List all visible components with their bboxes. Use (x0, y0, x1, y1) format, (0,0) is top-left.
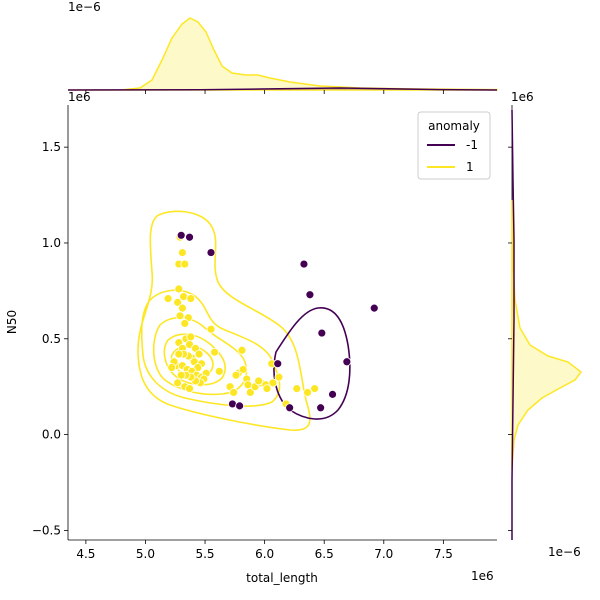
right-marginal-ticks (508, 146, 512, 531)
legend: anomaly -1 1 (417, 111, 491, 180)
data-point-normal (177, 303, 187, 313)
data-point-normal (174, 349, 184, 359)
data-point-normal (237, 345, 247, 355)
contour-normal-3 (152, 317, 248, 396)
x-tick-label: 6.5 (315, 547, 334, 561)
data-point-anomaly (273, 359, 283, 369)
data-point-normal (292, 384, 302, 394)
data-point-normal (185, 384, 194, 394)
data-point-normal (268, 378, 278, 388)
data-point-normal (173, 378, 183, 388)
contour-normal-1 (137, 210, 311, 431)
data-point-anomaly (317, 328, 327, 338)
data-point-anomaly (299, 259, 309, 269)
data-point-anomaly (328, 389, 337, 399)
data-point-normal (180, 319, 190, 328)
x-tick-label: 6.0 (255, 547, 274, 561)
x-tick-label: 4.5 (76, 547, 95, 561)
legend-label-anomaly: -1 (466, 138, 478, 152)
data-point-normal (163, 294, 173, 303)
data-point-normal (177, 248, 187, 257)
data-point-normal (174, 284, 184, 294)
data-point-anomaly (235, 401, 245, 411)
y-tick-label: 1.0 (42, 236, 61, 250)
top-marginal-kde-normal (68, 17, 498, 91)
scatter-points (163, 230, 379, 413)
data-point-normal (173, 297, 183, 307)
data-point-anomaly (369, 303, 379, 313)
main-x-offset-text: 1e6 (471, 569, 494, 583)
data-point-normal (214, 366, 224, 376)
data-point-anomaly (342, 357, 352, 367)
data-point-normal (243, 380, 253, 390)
data-point-anomaly (176, 230, 186, 240)
data-point-anomaly (228, 399, 237, 409)
right-marginal: 1e6 1e−6 (511, 90, 583, 559)
right-marginal-kde-normal (511, 199, 583, 471)
y-axis-label: N50 (5, 310, 19, 334)
top-marginal: 1e−6 (67, 0, 498, 91)
data-point-normal (176, 370, 186, 380)
data-point-normal (238, 365, 248, 374)
main-axes: 4.5 5.0 5.5 6.0 6.5 7.0 7.5 −0.5 0.0 0.5 1.0 1.5 1… (32, 90, 497, 583)
data-point-normal (262, 384, 272, 394)
legend-label-normal: 1 (466, 160, 474, 174)
data-point-normal (274, 372, 284, 382)
data-point-normal (167, 363, 177, 372)
legend-title: anomaly (428, 119, 480, 133)
right-marginal-x-offset-text: 1e6 (511, 90, 534, 104)
x-tick-label: 7.5 (434, 547, 453, 561)
x-axis-label: total_length (246, 571, 318, 585)
y-ticks: −0.5 0.0 0.5 1.0 1.5 (32, 140, 68, 537)
y-tick-label: 0.0 (42, 428, 61, 442)
top-marginal-offset-text: 1e−6 (68, 0, 101, 14)
data-point-normal (210, 347, 219, 357)
data-point-normal (175, 311, 185, 321)
top-marginal-kde-anomaly (67, 87, 498, 91)
x-tick-label: 5.5 (195, 547, 214, 561)
y-tick-label: 1.5 (42, 140, 61, 154)
data-point-normal (310, 384, 320, 394)
data-point-normal (186, 332, 196, 342)
y-tick-label: 0.5 (42, 332, 61, 346)
data-point-normal (180, 259, 190, 269)
main-y-offset-text: 1e6 (68, 90, 91, 104)
data-point-anomaly (206, 248, 216, 257)
data-point-normal (206, 324, 216, 334)
data-point-anomaly (316, 403, 326, 413)
right-marginal-density-offset-text: 1e−6 (548, 545, 581, 559)
data-point-anomaly (185, 232, 194, 242)
data-point-normal (303, 388, 312, 397)
data-point-anomaly (285, 403, 295, 413)
x-ticks: 4.5 5.0 5.5 6.0 6.5 7.0 7.5 (76, 540, 453, 561)
data-point-normal (229, 388, 239, 397)
contour-normal-2 (140, 289, 281, 407)
data-point-anomaly (305, 290, 315, 300)
data-point-normal (194, 349, 204, 359)
data-point-normal (231, 370, 241, 380)
right-marginal-kde-anomaly (511, 109, 515, 540)
data-point-normal (186, 294, 196, 303)
data-point-normal (254, 376, 264, 386)
y-tick-label: −0.5 (32, 523, 61, 537)
top-marginal-ticks (85, 90, 444, 94)
x-tick-label: 5.0 (136, 547, 155, 561)
x-tick-label: 7.0 (374, 547, 393, 561)
